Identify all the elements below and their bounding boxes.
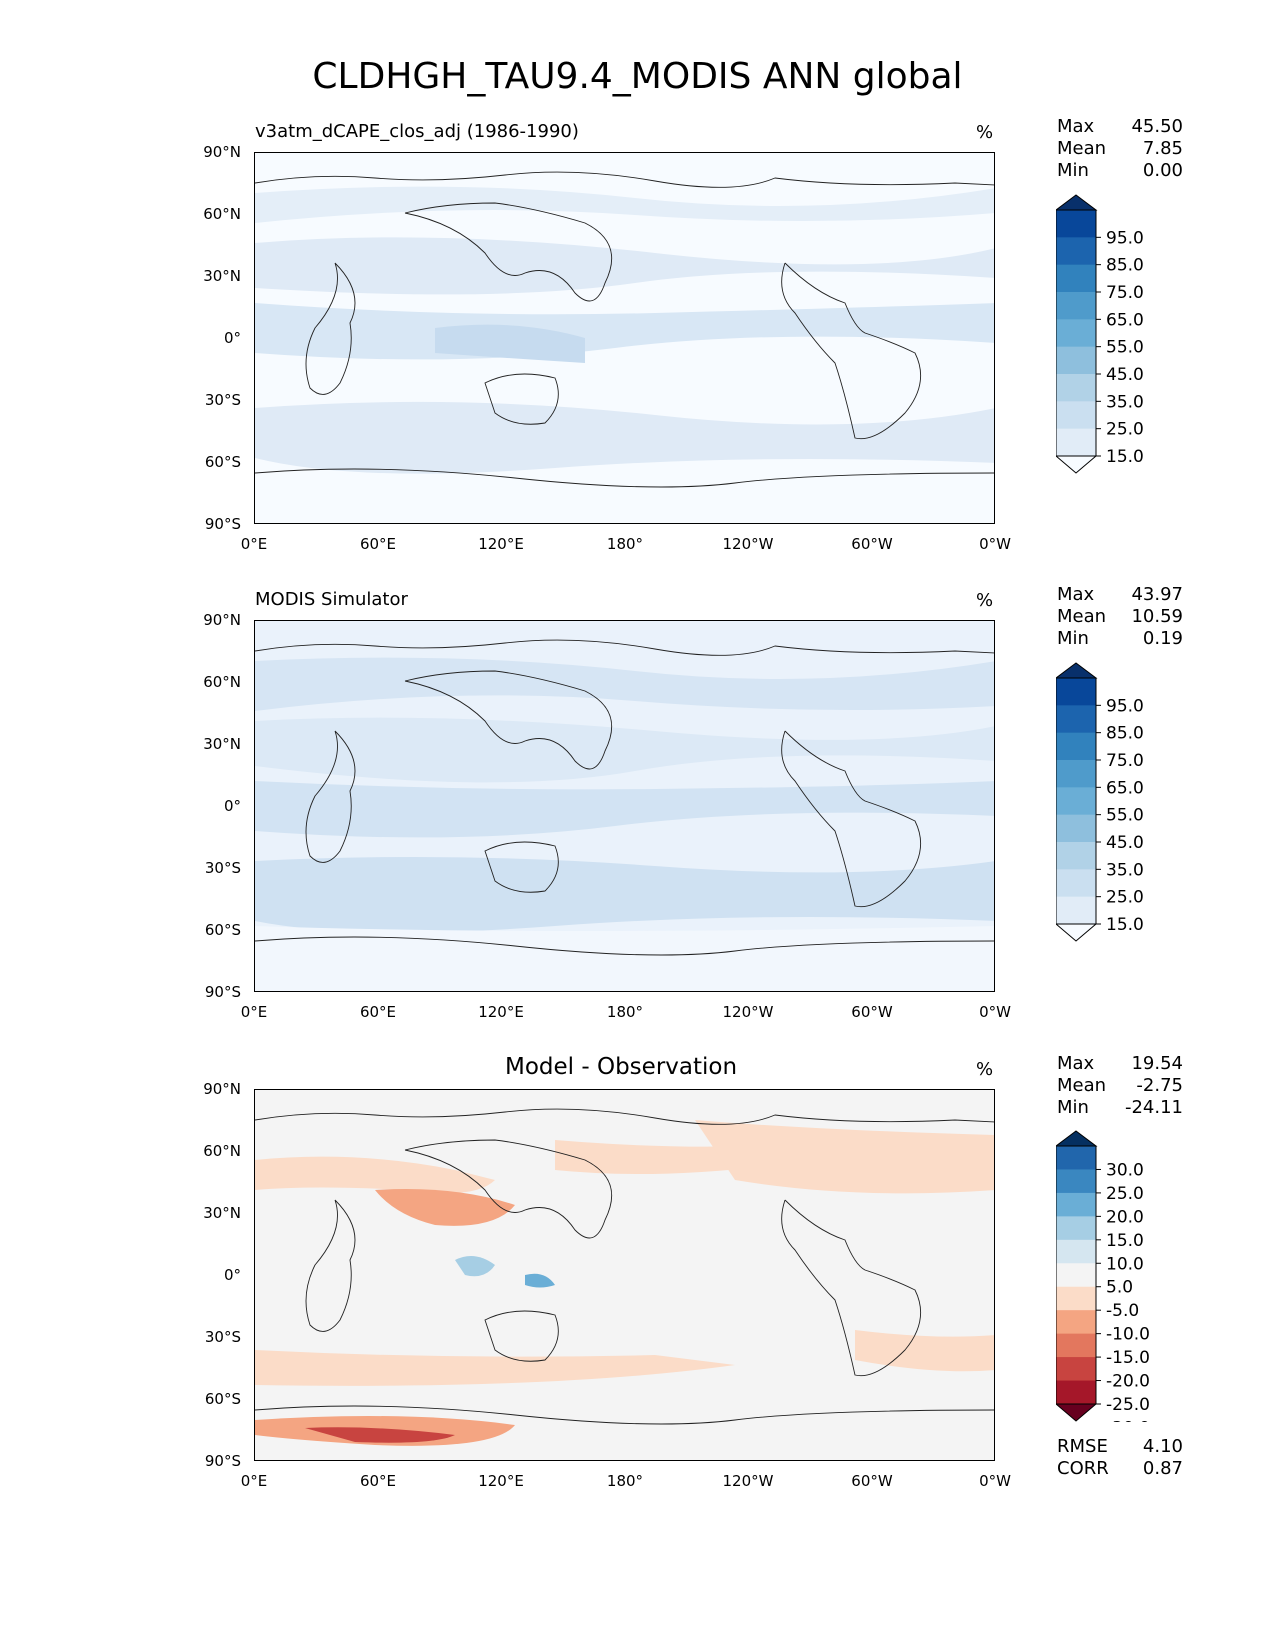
colorbar-label: -5.0 [1106, 1301, 1139, 1321]
colorbar-label: 35.0 [1106, 392, 1144, 412]
colorbar-extend-bottom [1054, 923, 1098, 942]
colorbar-label: 95.0 [1106, 228, 1144, 248]
colorbar-segment [1056, 1263, 1096, 1288]
colorbar-label: 5.0 [1106, 1278, 1133, 1298]
colorbar-label: 15.0 [1106, 915, 1144, 935]
colorbar-extend-bottom [1054, 455, 1098, 474]
colorbar-label: 15.0 [1106, 447, 1144, 467]
panel-title: Model - Observation [505, 1054, 738, 1080]
colorbar-label: -20.0 [1106, 1372, 1150, 1392]
colorbar-label: 25.0 [1106, 420, 1144, 440]
colorbar-label: 35.0 [1106, 860, 1144, 880]
colorbar-label: 10.0 [1106, 1254, 1144, 1274]
colorbar-segment [1056, 814, 1096, 843]
colorbar-extend-bottom [1054, 1403, 1098, 1422]
colorbar-outline [1055, 209, 1097, 457]
colorbar-outline [1055, 1145, 1097, 1405]
colorbar: 95.085.075.065.055.045.035.025.015.05.0 [1054, 662, 1176, 962]
colorbar-segment [1056, 760, 1096, 788]
colorbar-segment [1056, 732, 1096, 761]
colorbar: 95.085.075.065.055.045.035.025.015.05.0 [1054, 194, 1176, 494]
colorbar-segment [1056, 1380, 1096, 1405]
colorbar-segment [1056, 1286, 1096, 1311]
colorbar-segment [1056, 428, 1096, 457]
map-plot [254, 620, 995, 992]
colorbar-label: -10.0 [1106, 1325, 1150, 1345]
colorbar-segment [1056, 678, 1096, 706]
map-plot [254, 152, 995, 524]
colorbar-segment [1056, 1146, 1096, 1170]
stats-box: Max 43.97 Mean 10.59 Min 0.19 [1057, 584, 1183, 649]
colorbar-segment [1056, 346, 1096, 375]
colorbar-label: 55.0 [1106, 806, 1144, 826]
colorbar-label: 45.0 [1106, 833, 1144, 853]
colorbar-segment [1056, 1192, 1096, 1217]
colorbar-segment [1056, 1333, 1096, 1358]
colorbar-segment [1056, 1239, 1096, 1264]
colorbar-label: 65.0 [1106, 310, 1144, 330]
contour-fill [255, 1090, 994, 1460]
coastlines [255, 639, 994, 956]
colorbar-label: 75.0 [1106, 751, 1144, 771]
stats-box: Max 19.54 Mean -2.75 Min -24.11 [1057, 1053, 1183, 1118]
colorbar-svg: 95.085.075.065.055.045.035.025.015.05.0 [1054, 662, 1144, 962]
colorbar-label: 55.0 [1106, 338, 1144, 358]
panel-unit: % [976, 590, 994, 611]
colorbar-label: 30.0 [1106, 1160, 1144, 1180]
colorbar-segment [1056, 292, 1096, 320]
colorbar-extend-top [1054, 662, 1098, 679]
colorbar-label: 75.0 [1106, 283, 1144, 303]
panel-unit: % [976, 1059, 994, 1080]
colorbar-segment [1056, 374, 1096, 402]
colorbar-segment [1056, 1357, 1096, 1382]
colorbar-segment [1056, 401, 1096, 430]
colorbar-label: 85.0 [1106, 724, 1144, 744]
colorbar-svg: 30.0 25.0 20.0 15.0 10.0 5.0 -5.0 -10.0 -15.0 -20… [1054, 1130, 1150, 1438]
colorbar-segment [1056, 869, 1096, 898]
coastlines [255, 1108, 994, 1425]
colorbar-segment [1056, 1310, 1096, 1335]
colorbar-label: 95.0 [1106, 696, 1144, 716]
colorbar-outline [1055, 677, 1097, 925]
colorbar-label: 15.0 [1106, 1231, 1144, 1251]
coastlines [255, 171, 994, 488]
colorbar-label: -15.0 [1106, 1348, 1150, 1368]
colorbar-segment [1056, 705, 1096, 734]
colorbar-label: 45.0 [1106, 365, 1144, 385]
colorbar-segment [1056, 787, 1096, 816]
colorbar-segment [1056, 264, 1096, 293]
colorbar-label: 20.0 [1106, 1207, 1144, 1227]
map-plot [254, 1089, 995, 1461]
metrics-box: RMSE 4.10 CORR 0.87 [1057, 1436, 1183, 1479]
colorbar-label: -25.0 [1106, 1395, 1150, 1415]
colorbar-segment [1056, 1216, 1096, 1241]
colorbar-segment [1056, 237, 1096, 266]
colorbar-extend-top [1054, 1130, 1098, 1147]
colorbar-label: 65.0 [1106, 778, 1144, 798]
contour-fill [255, 153, 994, 523]
colorbar-segment [1056, 842, 1096, 870]
colorbar-label: 85.0 [1106, 256, 1144, 276]
colorbar-segment [1056, 210, 1096, 238]
stats-box: Max 45.50 Mean 7.85 Min 0.00 [1057, 116, 1183, 181]
colorbar-segment [1056, 319, 1096, 348]
colorbar-extend-top [1054, 194, 1098, 211]
colorbar-label: 25.0 [1106, 888, 1144, 908]
colorbar-segment [1056, 1169, 1096, 1194]
colorbar-label: 25.0 [1106, 1184, 1144, 1204]
colorbar-segment [1056, 896, 1096, 925]
contour-fill [255, 621, 994, 991]
panel-unit: % [976, 122, 994, 143]
colorbar: 30.0 25.0 20.0 15.0 10.0 5.0 -5.0 -10.0 -15.0 -20… [1054, 1130, 1176, 1438]
colorbar-label: -30.0 [1106, 1418, 1150, 1422]
figure-title: CLDHGH_TAU9.4_MODIS ANN global [312, 56, 963, 97]
colorbar-svg: 95.085.075.065.055.045.035.025.015.05.0 [1054, 194, 1144, 494]
panel-title: MODIS Simulator [255, 589, 408, 610]
panel-title: v3atm_dCAPE_clos_adj (1986-1990) [255, 121, 579, 142]
